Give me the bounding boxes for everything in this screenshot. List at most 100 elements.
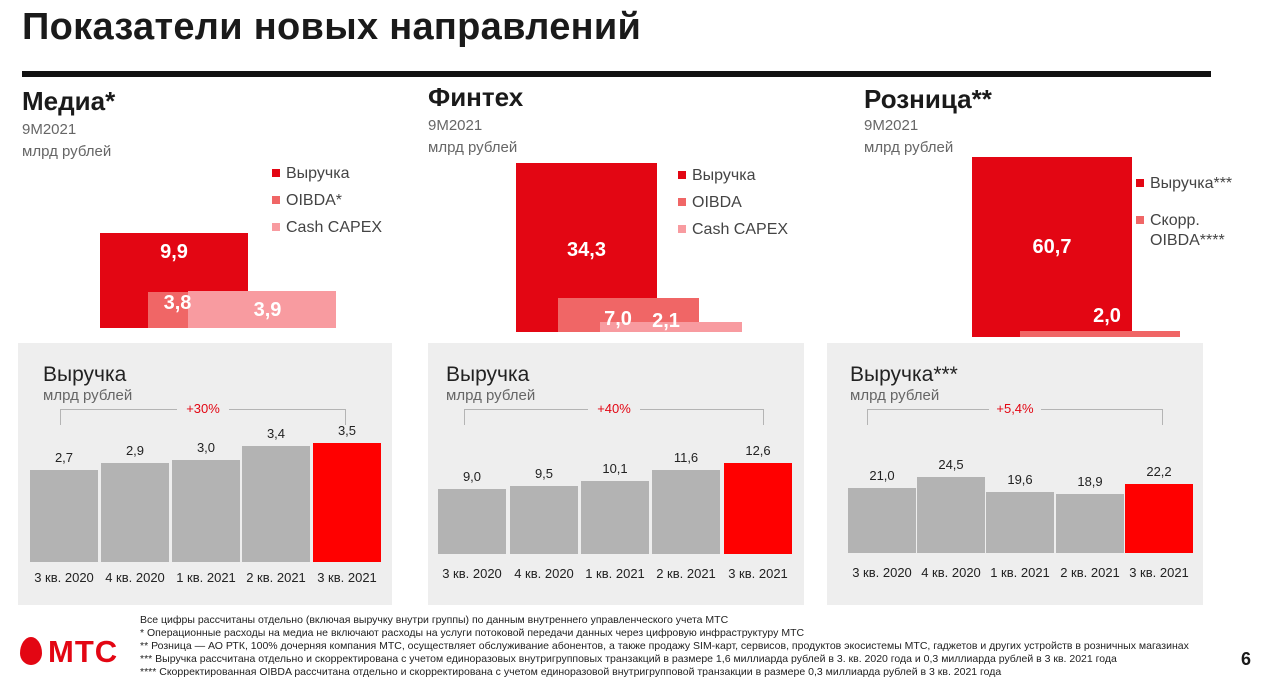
- quarter-category-label: 1 кв. 2021: [990, 565, 1050, 580]
- legend-swatch: [272, 169, 280, 177]
- footnote-2: ** Розница — АО РТК, 100% дочерняя компа…: [140, 640, 1189, 652]
- legend-item: Скорр. OIBDA****: [1136, 211, 1225, 251]
- quarter-bar: [986, 492, 1054, 553]
- fintech-revenue-panel: Выручка млрд рублей +40% 9,0 3 кв. 2020 9,5 4 …: [428, 343, 804, 605]
- legend-item: Выручка: [272, 164, 349, 184]
- quarter-value-label: 3,4: [266, 426, 286, 442]
- page-number: 6: [1241, 649, 1252, 669]
- footnote-3: *** Выручка рассчитана отдельно и скорре…: [140, 653, 1117, 665]
- growth-line-right: [640, 409, 764, 410]
- footnote-4: **** Скорректированная OIBDA рассчитана …: [140, 666, 1002, 678]
- section-subtitle: млрд рублей: [428, 139, 518, 156]
- quarter-bar: [30, 470, 98, 562]
- quarter-value-label: 21,0: [869, 467, 895, 483]
- legend-label: OIBDA: [692, 194, 742, 211]
- bar-oibda: [148, 291, 191, 328]
- legend-label: Скорр.: [1150, 212, 1200, 229]
- quarter-value-label: 3,5: [337, 423, 357, 438]
- legend-item: Выручка***: [1136, 174, 1232, 194]
- value-label: 9,9: [160, 241, 188, 264]
- section-title: Розница**: [864, 84, 992, 114]
- section-subtitle: млрд рублей: [22, 143, 112, 160]
- quarter-value-label: 11,6: [673, 450, 699, 466]
- growth-line-left: [867, 409, 989, 410]
- quarter-category-label: 4 кв. 2020: [921, 565, 981, 580]
- quarter-category-label: 3 кв. 2020: [852, 565, 912, 580]
- quarter-category-label: 3 кв. 2021: [317, 570, 377, 585]
- legend-label: OIBDA****: [1150, 232, 1225, 249]
- quarter-value-label: 24,5: [938, 457, 964, 473]
- growth-line-left: [60, 409, 177, 410]
- quarter-value-label: 12,6: [745, 443, 771, 459]
- quarter-category-label: 2 кв. 2021: [246, 570, 306, 585]
- section-subtitle: 9M2021: [428, 117, 483, 134]
- legend-swatch: [1136, 216, 1144, 224]
- quarter-value-label: 2,7: [54, 450, 74, 466]
- value-label: 2,1: [652, 310, 680, 332]
- quarter-value-label: 19,6: [1007, 472, 1033, 488]
- legend-label: Cash CAPEX: [286, 219, 383, 236]
- panel-unit: млрд рублей: [446, 387, 536, 404]
- quarter-category-label: 4 кв. 2020: [105, 570, 165, 585]
- retail-section: Розница** 9M2021 млрд рублей 60,7 2,0 Выручка…: [864, 80, 1234, 339]
- quarter-bar: [1125, 484, 1193, 553]
- quarter-category-label: 2 кв. 2021: [656, 566, 716, 581]
- bar-capex: [188, 290, 336, 328]
- media-section: Медиа* 9M2021 млрд рублей 9,9 3,8 3,9 Выручка O…: [22, 84, 392, 339]
- quarter-bar: [581, 481, 649, 554]
- value-label: 3,9: [253, 298, 282, 321]
- bar-oibda: [1020, 331, 1180, 337]
- section-title: Медиа*: [22, 86, 116, 116]
- growth-bracket: [867, 409, 1163, 425]
- section-subtitle: 9M2021: [22, 121, 77, 138]
- quarter-value-label: 22,2: [1146, 464, 1172, 480]
- quarter-value-label: 2,9: [125, 443, 145, 459]
- growth-line-left: [464, 409, 588, 410]
- quarter-bar: [724, 463, 792, 554]
- legend-label: Cash CAPEX: [692, 221, 789, 238]
- quarter-category-label: 4 кв. 2020: [514, 566, 574, 581]
- footnote-general: Все цифры рассчитаны отдельно (включая в…: [140, 614, 729, 626]
- panel-title: Выручка***: [850, 363, 958, 386]
- quarter-category-label: 3 кв. 2020: [34, 570, 94, 585]
- value-label: 2,0: [1093, 305, 1121, 327]
- quarter-value-label: 3,0: [196, 440, 216, 455]
- panel-unit: млрд рублей: [850, 387, 940, 404]
- legend-swatch: [272, 223, 280, 231]
- value-label: 60,7: [1032, 236, 1072, 259]
- growth-bracket: [60, 409, 346, 425]
- value-label: 3,8: [163, 291, 192, 314]
- quarter-bar: [1056, 494, 1124, 553]
- retail-revenue-panel: Выручка*** млрд рублей +5,4% 21,0 3 кв. 2020…: [827, 343, 1203, 605]
- growth-bracket: [464, 409, 764, 425]
- bar-capex: [600, 321, 742, 332]
- legend-item: Cash CAPEX: [272, 218, 382, 238]
- legend-label: Выручка: [692, 167, 756, 184]
- value-label: 7,0: [604, 308, 632, 330]
- quarter-category-label: 3 кв. 2020: [442, 566, 502, 581]
- footnote-1: * Операционные расходы на медиа не включ…: [140, 627, 805, 639]
- section-subtitle: млрд рублей: [864, 139, 954, 156]
- growth-label: +5,4%: [996, 401, 1034, 416]
- quarter-value-label: 9,5: [534, 465, 554, 481]
- legend-swatch: [678, 225, 686, 233]
- legend-label: Выручка: [286, 165, 350, 182]
- media-revenue-panel: Выручка млрд рублей +30% 2,7 3 кв. 2020 2,9 4 …: [18, 343, 392, 605]
- quarter-category-label: 1 кв. 2021: [176, 570, 236, 585]
- mts-logo-text: МТС: [48, 634, 119, 669]
- panel-title: Выручка: [43, 363, 127, 386]
- growth-label: +40%: [597, 401, 631, 416]
- value-label: 34,3: [567, 239, 606, 262]
- quarter-value-label: 10,1: [602, 461, 628, 477]
- legend-item: Выручка: [678, 166, 755, 186]
- panel-unit: млрд рублей: [43, 387, 133, 404]
- legend-item: Cash CAPEX: [678, 220, 788, 240]
- legend-label: Выручка***: [1150, 175, 1233, 192]
- quarter-bar: [510, 485, 578, 554]
- legend-swatch: [272, 196, 280, 204]
- quarter-bar: [101, 463, 169, 562]
- quarter-bar: [313, 443, 381, 562]
- quarter-bar: [917, 477, 985, 553]
- quarter-category-label: 3 кв. 2021: [1129, 565, 1189, 580]
- quarter-bar: [438, 489, 506, 554]
